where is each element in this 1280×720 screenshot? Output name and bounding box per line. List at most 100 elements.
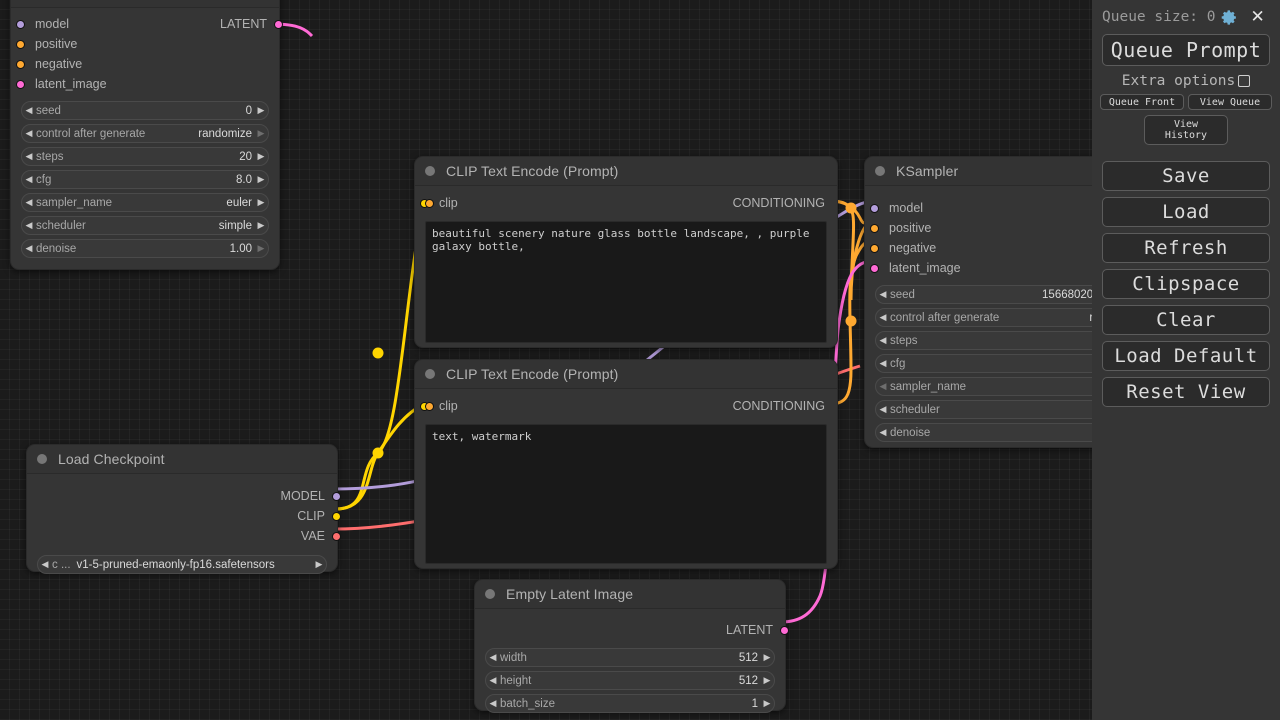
node-header[interactable] <box>11 0 279 8</box>
load-button[interactable]: Load <box>1102 197 1270 227</box>
port-dot-positive[interactable] <box>16 39 25 49</box>
increment-arrow-icon[interactable]: ▶ <box>315 559 323 569</box>
port-dot-latent-out[interactable] <box>780 625 789 635</box>
decrement-arrow-icon[interactable]: ◀ <box>25 243 33 253</box>
widget-steps[interactable]: ◀ steps ▶ <box>875 331 1092 350</box>
node-clip-text-encode-positive[interactable]: CLIP Text Encode (Prompt) clip CONDITION… <box>414 156 838 348</box>
widget-value[interactable]: randomize <box>198 127 252 140</box>
port-dot-model-out[interactable] <box>332 491 341 501</box>
widget-scheduler[interactable]: ◀ scheduler simple ▶ <box>21 216 269 235</box>
decrement-arrow-icon[interactable]: ◀ <box>489 675 497 685</box>
decrement-arrow-icon[interactable]: ◀ <box>879 404 887 414</box>
prompt-textarea[interactable]: beautiful scenery nature glass bottle la… <box>425 221 827 343</box>
reset-view-button[interactable]: Reset View <box>1102 377 1270 407</box>
decrement-arrow-icon[interactable]: ◀ <box>25 174 33 184</box>
port-dot-conditioning-out[interactable] <box>425 198 434 208</box>
queue-front-button[interactable]: Queue Front <box>1100 94 1184 110</box>
node-header[interactable]: CLIP Text Encode (Prompt) <box>415 360 837 389</box>
node-load-checkpoint[interactable]: Load Checkpoint MODEL CLIP VAE ◀ c ... <box>26 444 341 574</box>
graph-canvas[interactable]: model LATENT positive negative latent_im… <box>0 0 1092 720</box>
widget-value[interactable]: simple <box>218 219 252 232</box>
decrement-arrow-icon[interactable]: ◀ <box>25 128 33 138</box>
clipspace-button[interactable]: Clipspace <box>1102 269 1270 299</box>
increment-arrow-icon[interactable]: ▶ <box>257 197 265 207</box>
collapse-dot-icon[interactable] <box>485 589 495 599</box>
decrement-arrow-icon[interactable]: ◀ <box>879 289 887 299</box>
load-default-button[interactable]: Load Default <box>1102 341 1270 371</box>
widget-value[interactable]: 0 <box>245 104 252 117</box>
node-clip-text-encode-negative[interactable]: CLIP Text Encode (Prompt) clip CONDITION… <box>414 359 838 569</box>
collapse-dot-icon[interactable] <box>425 369 435 379</box>
widget-value[interactable]: 1 <box>751 697 758 710</box>
widget-value[interactable]: 512 <box>738 674 758 687</box>
collapse-dot-icon[interactable] <box>875 166 885 176</box>
port-dot-positive[interactable] <box>870 223 879 233</box>
node-header[interactable]: Load Checkpoint <box>27 445 337 474</box>
decrement-arrow-icon[interactable]: ◀ <box>879 381 887 391</box>
decrement-arrow-icon[interactable]: ◀ <box>25 220 33 230</box>
widget-scheduler[interactable]: ◀ scheduler ▶ <box>875 400 1092 419</box>
decrement-arrow-icon[interactable]: ◀ <box>879 335 887 345</box>
widget-seed[interactable]: ◀ seed 1566802087 ▶ <box>875 285 1092 304</box>
increment-arrow-icon[interactable]: ▶ <box>763 652 771 662</box>
collapse-dot-icon[interactable] <box>425 166 435 176</box>
increment-arrow-icon[interactable]: ▶ <box>257 243 265 253</box>
node-header[interactable]: KSampler <box>865 157 1092 186</box>
widget-cfg[interactable]: ◀ cfg 8.0 ▶ <box>21 170 269 189</box>
node-empty-latent-image[interactable]: Empty Latent Image LATENT ◀ width 512 ▶ … <box>474 579 789 713</box>
view-queue-button[interactable]: View Queue <box>1188 94 1272 110</box>
decrement-arrow-icon[interactable]: ◀ <box>41 559 49 569</box>
port-dot-vae-out[interactable] <box>332 531 341 541</box>
decrement-arrow-icon[interactable]: ◀ <box>879 312 887 322</box>
port-dot-model[interactable] <box>16 19 25 29</box>
gear-icon[interactable] <box>1221 9 1238 26</box>
widget-batch-size[interactable]: ◀ batch_size 1 ▶ <box>485 694 775 713</box>
increment-arrow-icon[interactable]: ▶ <box>257 220 265 230</box>
decrement-arrow-icon[interactable]: ◀ <box>25 151 33 161</box>
widget-value[interactable]: 1.00 <box>229 242 252 255</box>
widget-value[interactable]: v1-5-pruned-emaonly-fp16.safetensors <box>76 558 275 571</box>
increment-arrow-icon[interactable]: ▶ <box>257 105 265 115</box>
widget-value[interactable]: 512 <box>738 651 758 664</box>
widget-cfg[interactable]: ◀ cfg ▶ <box>875 354 1092 373</box>
prompt-textarea[interactable]: text, watermark <box>425 424 827 564</box>
widget-ckpt-name[interactable]: ◀ c ... v1-5-pruned-emaonly-fp16.safeten… <box>37 555 327 574</box>
increment-arrow-icon[interactable]: ▶ <box>257 151 265 161</box>
widget-denoise[interactable]: ◀ denoise 1.00 ▶ <box>21 239 269 258</box>
widget-denoise[interactable]: ◀ denoise ▶ <box>875 423 1092 442</box>
view-history-button[interactable]: View History <box>1144 115 1228 145</box>
port-dot-negative[interactable] <box>870 243 879 253</box>
port-dot-clip-out[interactable] <box>332 511 341 521</box>
save-button[interactable]: Save <box>1102 161 1270 191</box>
widget-value[interactable]: 1566802087 <box>1042 288 1092 301</box>
close-icon[interactable]: ✕ <box>1250 6 1265 27</box>
decrement-arrow-icon[interactable]: ◀ <box>879 427 887 437</box>
decrement-arrow-icon[interactable]: ◀ <box>489 652 497 662</box>
port-dot-latent-out[interactable] <box>274 19 283 29</box>
node-header[interactable]: CLIP Text Encode (Prompt) <box>415 157 837 186</box>
widget-value[interactable]: 8.0 <box>236 173 252 186</box>
widget-control-after-generate[interactable]: ◀ control after generate ran ▶ <box>875 308 1092 327</box>
increment-arrow-icon[interactable]: ▶ <box>257 128 265 138</box>
decrement-arrow-icon[interactable]: ◀ <box>879 358 887 368</box>
widget-height[interactable]: ◀ height 512 ▶ <box>485 671 775 690</box>
clear-button[interactable]: Clear <box>1102 305 1270 335</box>
collapse-dot-icon[interactable] <box>37 454 47 464</box>
node-header[interactable]: Empty Latent Image <box>475 580 785 609</box>
widget-sampler-name[interactable]: ◀ sampler_name euler ▶ <box>21 193 269 212</box>
widget-value[interactable]: ran <box>1089 312 1092 324</box>
decrement-arrow-icon[interactable]: ◀ <box>489 698 497 708</box>
widget-width[interactable]: ◀ width 512 ▶ <box>485 648 775 667</box>
port-dot-latent-image[interactable] <box>16 79 25 89</box>
increment-arrow-icon[interactable]: ▶ <box>763 698 771 708</box>
widget-control-after-generate[interactable]: ◀ control after generate randomize ▶ <box>21 124 269 143</box>
widget-seed[interactable]: ◀ seed 0 ▶ <box>21 101 269 120</box>
port-dot-negative[interactable] <box>16 59 25 69</box>
widget-value[interactable]: 20 <box>239 150 252 163</box>
node-ksampler-right[interactable]: KSampler model positive negative latent <box>864 156 1092 448</box>
widget-sampler-name[interactable]: ◀ sampler_name ▶ <box>875 377 1092 396</box>
increment-arrow-icon[interactable]: ▶ <box>763 675 771 685</box>
increment-arrow-icon[interactable]: ▶ <box>257 174 265 184</box>
port-dot-model[interactable] <box>870 203 879 213</box>
node-ksampler-left[interactable]: model LATENT positive negative latent_im… <box>10 0 283 270</box>
